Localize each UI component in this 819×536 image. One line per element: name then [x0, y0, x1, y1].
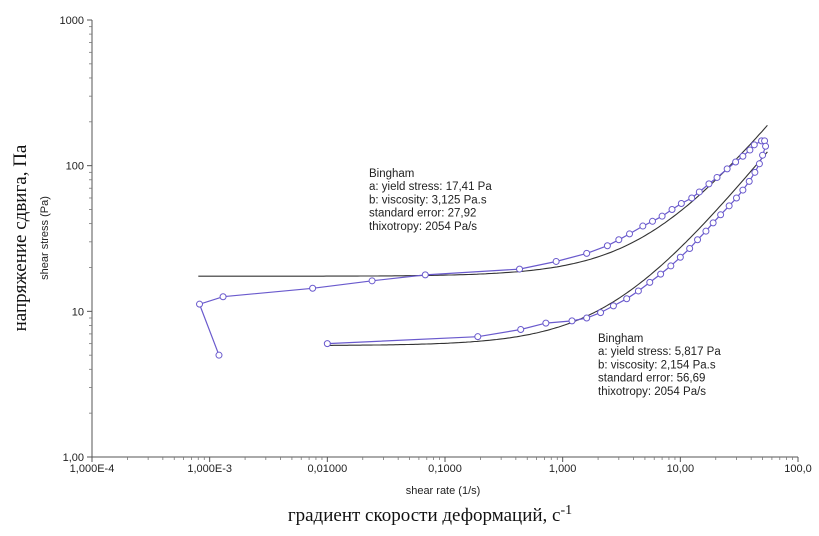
data-point — [516, 265, 524, 273]
fit-layer — [198, 124, 768, 346]
data-point — [732, 158, 740, 166]
x-tick-label: 1,000E-3 — [187, 463, 232, 475]
annotation-line: Bingham — [598, 333, 643, 345]
data-point — [634, 287, 642, 295]
data-point — [323, 340, 331, 348]
data-point — [688, 194, 696, 202]
data-point — [219, 293, 227, 301]
data-point — [542, 319, 550, 327]
data-point — [755, 160, 763, 168]
data-point — [677, 199, 685, 207]
annotation-line: b: viscosity: 2,154 Pa.s — [598, 359, 716, 371]
data-point — [583, 249, 591, 257]
data-point — [421, 271, 429, 279]
x-tick-label: 1,000 — [549, 463, 577, 475]
data-point — [309, 284, 317, 292]
data-point — [603, 242, 611, 250]
data-point — [750, 141, 758, 149]
data-point — [723, 165, 731, 173]
annotation-line: standard error: 27,92 — [369, 208, 476, 220]
data-point — [739, 186, 747, 194]
data-point — [615, 236, 623, 244]
data-point — [686, 244, 694, 252]
x-axis-title-ru: градиент скорости деформаций, с-1 — [288, 503, 572, 526]
data-point — [676, 253, 684, 261]
data-point — [751, 168, 759, 176]
data-point — [759, 151, 767, 159]
data-point — [762, 142, 770, 150]
data-point — [646, 278, 654, 286]
data-point — [215, 351, 223, 359]
data-point — [694, 236, 702, 244]
data-point — [517, 326, 525, 334]
data-point — [709, 219, 717, 227]
data-point — [725, 202, 733, 210]
annotation-line: b: viscosity: 3,125 Pa.s — [369, 194, 487, 206]
x-tick-label: 1,000E-4 — [70, 463, 115, 475]
data-point — [552, 257, 560, 265]
x-axis-title: shear rate (1/s) — [406, 485, 481, 497]
data-point — [639, 222, 647, 230]
data-point — [695, 188, 703, 196]
fit-curve-2 — [327, 151, 768, 346]
data-point — [609, 302, 617, 310]
x-tick-label: 100,0 — [784, 463, 812, 475]
data-point — [713, 173, 721, 181]
y-axis-title-ru: напряжение сдвига, Па — [10, 144, 31, 331]
y-axis-title: shear stress (Pa) — [39, 196, 51, 280]
x-tick-label: 0,01000 — [307, 463, 347, 475]
data-point — [474, 333, 482, 341]
data-point — [583, 314, 591, 322]
x-axis-title-ru-sup: -1 — [561, 503, 573, 518]
y-tick-label: 100 — [66, 161, 84, 173]
annotation-line: thixotropy: 2054 Pa/s — [598, 386, 706, 398]
data-point — [702, 227, 710, 235]
data-point — [705, 180, 713, 188]
data-point — [658, 212, 666, 220]
axes-layer: 1,000E-4 1,000E-3 0,01000 0,1000 1,000 10,00 1… — [60, 15, 812, 475]
data-point — [368, 277, 376, 285]
data-point — [746, 146, 754, 154]
series-line-1 — [198, 140, 765, 356]
data-point — [648, 217, 656, 225]
annotation-line: standard error: 56,69 — [598, 373, 705, 385]
data-point — [717, 211, 725, 219]
data-point — [745, 177, 753, 185]
data-point — [626, 230, 634, 238]
fit-curve-1 — [198, 124, 768, 277]
data-point — [657, 270, 665, 278]
data-point — [196, 300, 204, 308]
annotation-line: thixotropy: 2054 Pa/s — [369, 221, 477, 233]
y-tick-label: 1,00 — [63, 452, 84, 464]
y-tick-label: 1000 — [60, 15, 84, 27]
data-point — [739, 152, 747, 160]
annotation-line: a: yield stress: 5,817 Pa — [598, 346, 721, 358]
data-point — [568, 317, 576, 325]
data-point — [597, 309, 605, 317]
series-layer — [196, 137, 770, 359]
y-tick-label: 10 — [72, 306, 84, 318]
data-point — [623, 295, 631, 303]
annotation-line: a: yield stress: 17,41 Pa — [369, 181, 492, 193]
data-point — [732, 194, 740, 202]
x-tick-label: 10,00 — [667, 463, 695, 475]
x-axis-title-ru-text: градиент скорости деформаций, с — [288, 505, 561, 526]
data-point — [667, 262, 675, 270]
x-tick-label: 0,1000 — [428, 463, 462, 475]
data-point — [668, 206, 676, 214]
annotation-line: Bingham — [369, 168, 414, 180]
